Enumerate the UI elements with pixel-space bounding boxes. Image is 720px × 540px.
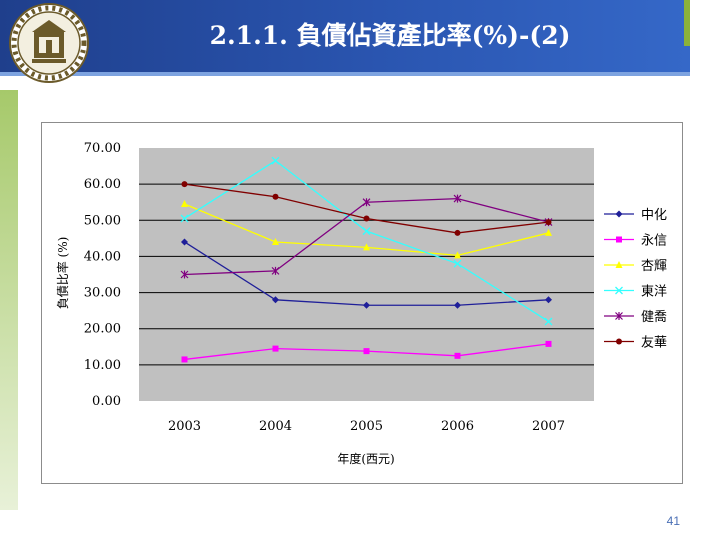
- x-tick-label: 2005: [350, 419, 383, 434]
- data-point: [545, 228, 552, 236]
- data-point: [545, 340, 552, 347]
- data-point: [544, 317, 553, 326]
- y-tick-label: 40.00: [84, 249, 121, 264]
- university-seal-logo: [9, 3, 89, 83]
- y-tick-label: 60.00: [84, 177, 121, 192]
- legend-item: 中化: [604, 208, 667, 223]
- data-point: [363, 243, 370, 251]
- data-point: [181, 181, 188, 188]
- legend-label: 中化: [641, 208, 667, 223]
- x-axis-ticks: 2003 2004 2005 2006 2007: [168, 419, 565, 434]
- data-point: [545, 219, 552, 226]
- data-point: [454, 229, 461, 236]
- slide-title: 2.1.1. 負債佔資產比率(%)-(2): [209, 21, 571, 50]
- data-point: [272, 345, 279, 352]
- data-point: [545, 296, 552, 304]
- data-point: [363, 301, 370, 309]
- data-point: [272, 237, 279, 245]
- series-1: [181, 340, 552, 363]
- data-point: [272, 296, 279, 304]
- y-tick-label: 50.00: [84, 213, 121, 228]
- data-point: [363, 348, 370, 355]
- x-tick-label: 2006: [441, 419, 474, 434]
- data-point: [362, 227, 371, 236]
- legend-marker: [616, 236, 622, 243]
- legend-marker: [616, 338, 622, 345]
- plot-area: [139, 148, 594, 401]
- x-tick-label: 2003: [168, 419, 201, 434]
- data-point: [180, 214, 189, 223]
- legend-item: 杏輝: [604, 259, 667, 274]
- left-decoration-strip: [0, 90, 18, 510]
- legend-label: 健喬: [641, 309, 667, 325]
- legend-label: 友華: [641, 335, 667, 351]
- data-point: [454, 251, 461, 259]
- y-tick-label: 10.00: [84, 358, 121, 373]
- header-underline: [0, 72, 690, 76]
- y-tick-label: 70.00: [84, 141, 121, 156]
- legend-marker: [615, 286, 623, 295]
- legend-label: 永信: [641, 234, 667, 249]
- series-0: [181, 238, 552, 309]
- x-axis-label: 年度(西元): [337, 451, 394, 466]
- y-tick-label: 30.00: [84, 286, 121, 301]
- data-point: [181, 200, 188, 208]
- data-point: [454, 301, 461, 309]
- data-point: [180, 270, 189, 279]
- data-point: [454, 352, 461, 359]
- series-group: [180, 156, 553, 363]
- data-point: [362, 198, 371, 207]
- data-point: [271, 156, 280, 165]
- data-point: [272, 193, 279, 200]
- x-tick-label: 2004: [259, 419, 292, 434]
- legend-label: 杏輝: [641, 259, 667, 274]
- legend-label: 東洋: [641, 284, 667, 300]
- line-chart: 0.0010.0020.0030.0040.0050.0060.0070.00 …: [55, 141, 667, 466]
- x-tick-label: 2007: [532, 419, 565, 434]
- legend-item: 友華: [604, 335, 667, 351]
- y-axis-ticks: 0.00 10.00 20.00 30.00 40.00 50.00 60.00 70.00: [84, 141, 121, 409]
- y-tick-label: 0.00: [92, 394, 121, 409]
- series-3: [180, 156, 553, 326]
- legend-item: 健喬: [604, 309, 667, 325]
- data-point: [363, 215, 370, 222]
- slide-header: 2.1.1. 負債佔資產比率(%)-(2): [0, 0, 720, 83]
- header-background: [0, 0, 690, 72]
- y-axis-label: 負債比率 (%): [55, 237, 70, 310]
- series-5: [181, 181, 552, 236]
- chart-container: 0.00 10.00 20.00 30.00 40.00 50.00 60.00 70.00 …: [41, 122, 683, 484]
- legend-marker: [615, 210, 623, 218]
- y-tick-label: 20.00: [84, 322, 121, 337]
- data-point: [181, 238, 188, 246]
- header-accent-bar: [684, 0, 690, 46]
- data-point: [181, 356, 188, 363]
- data-point: [271, 266, 280, 275]
- data-point: [453, 194, 462, 203]
- series-4: [180, 194, 553, 279]
- legend-marker: [615, 312, 623, 320]
- legend-item: 永信: [604, 234, 667, 249]
- legend-marker: [615, 261, 623, 268]
- legend-item: 東洋: [604, 284, 667, 300]
- data-point: [453, 259, 462, 268]
- series-2: [181, 200, 552, 259]
- page-number: 41: [666, 514, 680, 528]
